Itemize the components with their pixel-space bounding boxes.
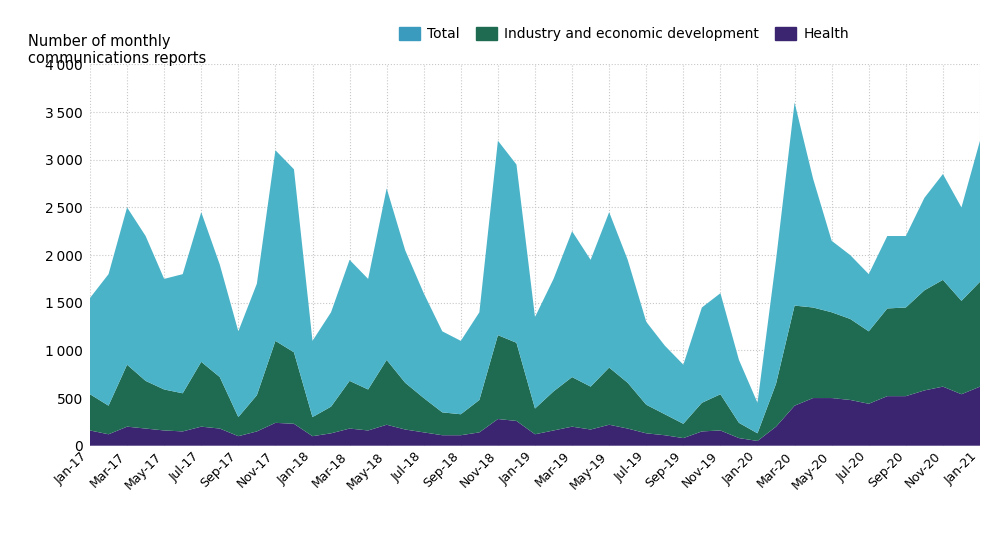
Legend: Total, Industry and economic development, Health: Total, Industry and economic development… (394, 22, 854, 47)
Text: Number of monthly
communications reports: Number of monthly communications reports (28, 34, 206, 67)
